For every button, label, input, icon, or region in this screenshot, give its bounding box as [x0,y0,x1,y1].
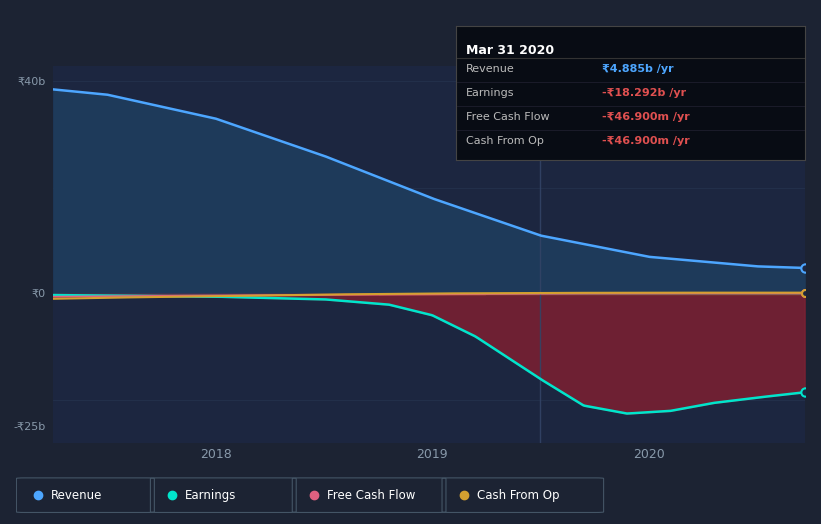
Text: ₹4.885b /yr: ₹4.885b /yr [603,64,674,74]
Text: Earnings: Earnings [466,88,515,98]
Text: -₹25b: -₹25b [14,422,46,432]
Text: Mar 31 2020: Mar 31 2020 [466,43,554,57]
Text: -₹18.292b /yr: -₹18.292b /yr [603,88,686,98]
Text: Earnings: Earnings [185,489,236,501]
Text: Past: Past [775,73,800,86]
Text: Cash From Op: Cash From Op [477,489,559,501]
Text: ₹40b: ₹40b [17,77,46,86]
Text: Cash From Op: Cash From Op [466,136,544,146]
Text: Free Cash Flow: Free Cash Flow [327,489,415,501]
Text: -₹46.900m /yr: -₹46.900m /yr [603,112,690,122]
Text: -₹46.900m /yr: -₹46.900m /yr [603,136,690,146]
Text: Revenue: Revenue [51,489,103,501]
Text: Free Cash Flow: Free Cash Flow [466,112,550,122]
Text: Revenue: Revenue [466,64,515,74]
Text: ₹0: ₹0 [32,289,46,299]
